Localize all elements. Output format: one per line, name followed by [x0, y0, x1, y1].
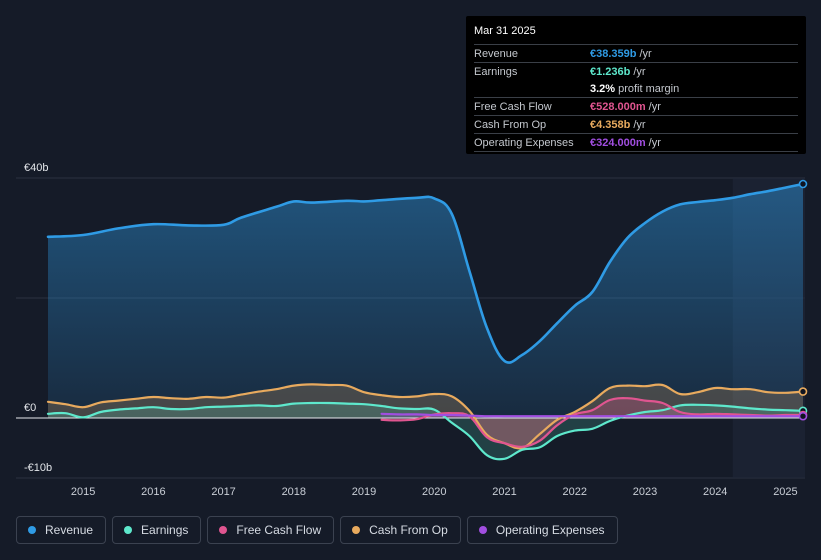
tooltip-row-cash-from-op: Cash From Op €4.358b /yr — [474, 115, 798, 133]
x-tick-label: 2025 — [773, 486, 797, 498]
x-tick-label: 2018 — [282, 486, 306, 498]
legend-label: Revenue — [45, 523, 94, 537]
legend-dot-icon — [28, 526, 36, 534]
line-operating-expenses — [380, 412, 805, 418]
tooltip-label: Free Cash Flow — [474, 100, 552, 113]
tooltip-label: Earnings — [474, 65, 518, 78]
tooltip-date: Mar 31 2025 — [474, 25, 536, 37]
tooltip-row-earnings: Earnings €1.236b /yr — [474, 62, 798, 80]
tooltip-unit: /yr — [639, 47, 652, 60]
y-tick-label: -€10b — [24, 462, 52, 474]
tooltip-value: €1.236b — [590, 65, 631, 78]
tooltip-unit: profit margin — [618, 82, 680, 95]
tooltip-panel: Mar 31 2025 Revenue €38.359b /yr Earning… — [466, 16, 806, 154]
legend-item-cash-from-op[interactable]: Cash From Op — [340, 516, 461, 544]
line-cash-from-op — [46, 383, 805, 450]
x-tick-label: 2020 — [422, 486, 446, 498]
tooltip-unit: /yr — [633, 118, 646, 131]
tooltip-row-profit-margin: 3.2% profit margin — [474, 80, 798, 97]
x-tick-label: 2015 — [71, 486, 95, 498]
legend-dot-icon — [478, 526, 487, 534]
line-earnings — [46, 401, 805, 461]
end-dot-operating-expenses — [798, 411, 808, 421]
legend-dot-icon — [124, 526, 133, 534]
tooltip-row-free-cash-flow: Free Cash Flow €528.000m /yr — [474, 97, 798, 115]
line-revenue — [46, 182, 805, 364]
x-tick-label: 2023 — [633, 486, 657, 498]
x-tick-label: 2017 — [211, 486, 235, 498]
x-tick-label: 2019 — [352, 486, 376, 498]
tooltip-label: Revenue — [474, 47, 519, 60]
legend-label: Operating Expenses — [495, 523, 605, 537]
legend-dot-icon — [352, 526, 361, 534]
tooltip-row-operating-expenses: Operating Expenses €324.000m /yr — [474, 133, 798, 152]
tooltip-value: €528.000m — [590, 100, 646, 113]
legend-item-free-cash-flow[interactable]: Free Cash Flow — [207, 516, 335, 544]
x-tick-label: 2021 — [492, 486, 516, 498]
legend-dot-icon — [219, 526, 228, 534]
tooltip-value: 3.2% — [590, 82, 616, 95]
x-tick-label: 2016 — [141, 486, 165, 498]
tooltip-value: €38.359b — [590, 47, 637, 60]
legend-item-earnings[interactable]: Earnings — [112, 516, 202, 544]
x-tick-label: 2024 — [703, 486, 727, 498]
tooltip-unit: /yr — [648, 136, 661, 149]
area-earnings — [48, 402, 803, 460]
y-tick-label: €0 — [24, 402, 36, 414]
tooltip-unit: /yr — [648, 100, 661, 113]
tooltip-unit: /yr — [633, 65, 646, 78]
tooltip-label: Operating Expenses — [474, 136, 574, 149]
end-dot-cash-from-op — [798, 387, 808, 396]
tooltip-row-revenue: Revenue €38.359b /yr — [474, 44, 798, 62]
legend-label: Earnings — [141, 523, 189, 537]
tooltip-label: Cash From Op — [474, 118, 547, 131]
legend-label: Cash From Op — [369, 523, 448, 537]
tooltip-value: €324.000m — [590, 136, 646, 149]
end-dot-revenue — [798, 179, 808, 189]
y-tick-label: €40b — [24, 162, 48, 174]
legend: Revenue Earnings Free Cash Flow Cash Fro… — [16, 516, 618, 544]
legend-label: Free Cash Flow — [236, 523, 322, 537]
area-revenue — [48, 184, 803, 418]
x-tick-label: 2022 — [563, 486, 587, 498]
line-free-cash-flow — [380, 397, 805, 448]
tooltip-value: €4.358b — [590, 118, 631, 131]
legend-item-revenue[interactable]: Revenue — [16, 516, 107, 544]
legend-item-operating-expenses[interactable]: Operating Expenses — [466, 516, 618, 544]
